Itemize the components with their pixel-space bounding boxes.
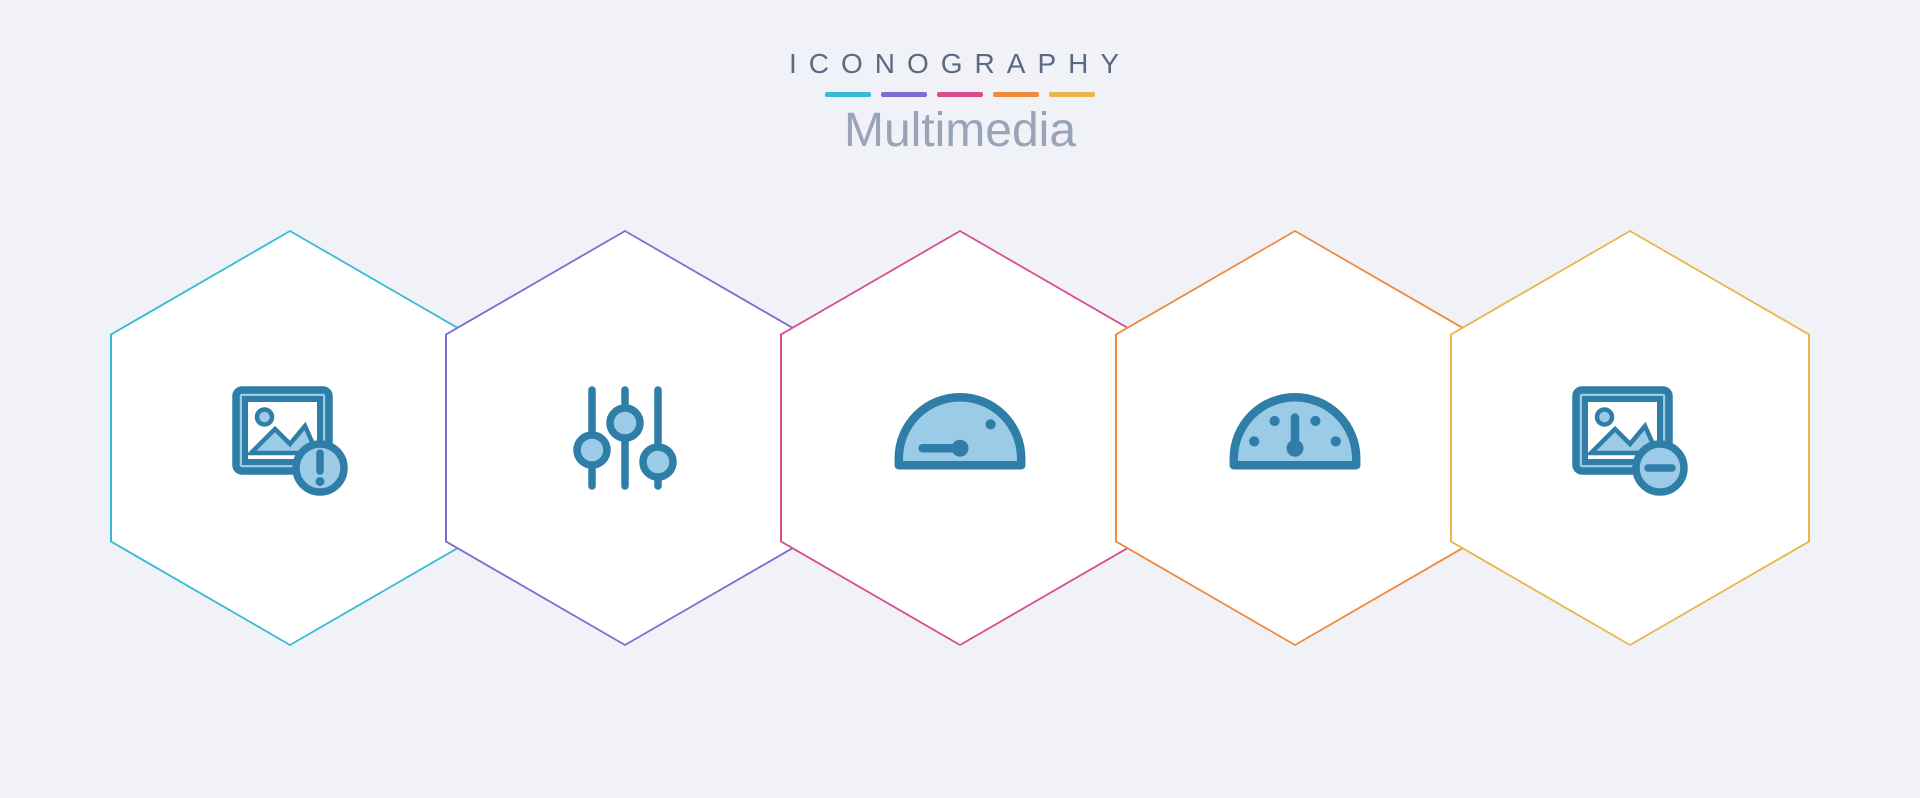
gauge-high-icon [1115, 230, 1475, 646]
hex-card-4 [1115, 230, 1475, 646]
hex-card-1 [110, 230, 470, 646]
equalizer-icon [445, 230, 805, 646]
hex-card-3 [780, 230, 1140, 646]
accent-bar [789, 92, 1131, 97]
brand-title: ICONOGRAPHY [789, 48, 1131, 80]
accent-swatch-4 [993, 92, 1039, 97]
hex-row [110, 198, 1810, 678]
pack-subtitle: Multimedia [789, 103, 1131, 158]
hex-card-2 [445, 230, 805, 646]
accent-swatch-5 [1049, 92, 1095, 97]
hex-card-5 [1450, 230, 1810, 646]
image-remove-icon [1450, 230, 1810, 646]
accent-swatch-1 [825, 92, 871, 97]
accent-swatch-2 [881, 92, 927, 97]
image-alert-icon [110, 230, 470, 646]
page-header: ICONOGRAPHY Multimedia [789, 48, 1131, 158]
accent-swatch-3 [937, 92, 983, 97]
gauge-low-icon [780, 230, 1140, 646]
